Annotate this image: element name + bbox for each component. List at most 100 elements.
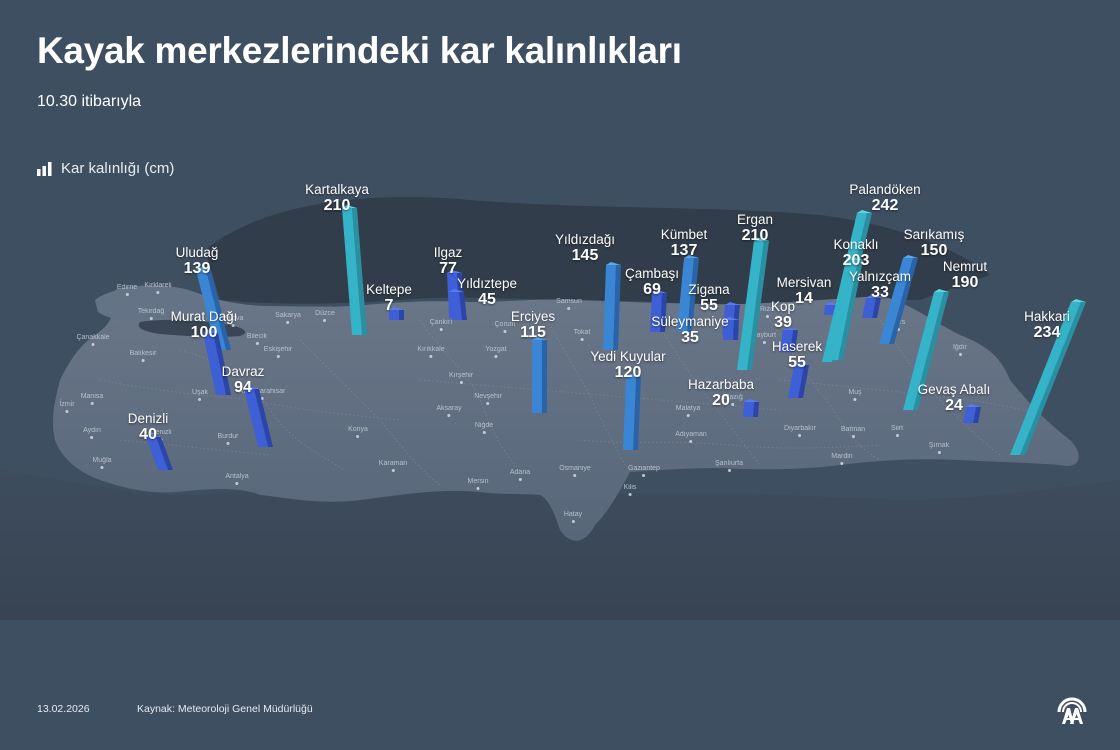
city-label: Kırıkkale <box>417 346 444 358</box>
bar-label: Hakkari 234 <box>1024 310 1070 341</box>
ski-center-name: Kümbet <box>660 227 708 242</box>
ski-center-name: Yıldızdağı <box>554 232 616 247</box>
snow-bar <box>146 434 173 470</box>
ski-center-name: Keltepe <box>366 282 412 297</box>
snow-bar <box>342 205 367 335</box>
city-label: Bilecik <box>247 333 267 345</box>
city-label: Uşak <box>192 389 208 401</box>
city-label: Rize <box>760 306 774 318</box>
snow-bar <box>677 255 699 332</box>
snow-bar <box>389 307 404 320</box>
snow-bar <box>603 262 621 350</box>
footer-date: 13.02.2026 <box>37 703 90 715</box>
city-label: Batman <box>841 426 865 438</box>
snow-depth-value: 39 <box>774 313 792 331</box>
bar-label: Kümbet 137 <box>661 228 708 259</box>
city-label: Adıyaman <box>675 431 707 443</box>
ski-center-name: Erciyes <box>510 309 556 324</box>
city-label: Aksaray <box>436 405 461 417</box>
snow-depth-value: 203 <box>842 251 870 269</box>
snow-bar <box>862 295 881 318</box>
city-label: Çorum <box>494 321 515 333</box>
city-label: Balıkesir <box>130 350 157 362</box>
ski-center-name: Gevaş Abalı <box>917 382 991 397</box>
city-label: Samsun <box>556 298 582 310</box>
footer-source: Kaynak: Meteoroloji Genel Müdürlüğü <box>137 703 313 715</box>
snow-depth-value: 190 <box>951 273 979 291</box>
snow-depth-value: 100 <box>190 323 218 341</box>
bar-chart-icon <box>37 161 53 176</box>
bar-label: Denizli 40 <box>128 412 169 443</box>
city-label: Tokat <box>574 329 591 341</box>
ski-center-name: Murat Dağı <box>170 309 238 324</box>
bar-label: Uludağ 139 <box>176 246 219 277</box>
snow-bar <box>203 330 231 395</box>
snow-bar <box>723 317 739 340</box>
bar-label: Yıldıztepe 45 <box>457 277 517 308</box>
ski-center-name: Uludağ <box>175 245 219 260</box>
snow-depth-value: 145 <box>571 246 599 264</box>
snow-depth-value: 210 <box>323 196 351 214</box>
bar-label: Murat Dağı 100 <box>171 310 238 341</box>
city-label: Yozgat <box>485 346 506 358</box>
bar-label: Hazarbaba 20 <box>688 378 754 409</box>
snow-depth-value: 120 <box>614 363 642 381</box>
city-label: Edirne <box>117 284 137 296</box>
city-label: Gaziantep <box>628 465 660 477</box>
ski-center-name: Ilgaz <box>433 245 463 260</box>
city-label: Muğla <box>92 457 111 469</box>
snow-bar <box>963 404 981 423</box>
snow-depth-value: 45 <box>478 290 496 308</box>
bar-label: Ergan 210 <box>737 213 773 244</box>
snow-bar <box>650 290 667 332</box>
city-label: Mardin <box>831 453 852 465</box>
ski-center-name: Palandöken <box>849 182 921 197</box>
snow-depth-value: 55 <box>700 296 718 314</box>
ski-center-name: Çambaşı <box>624 266 680 281</box>
snow-depth-value: 115 <box>520 323 546 341</box>
snow-depth-value: 14 <box>795 289 813 307</box>
snow-depth-value: 242 <box>871 196 899 214</box>
city-label: Nevşehir <box>474 393 502 405</box>
city-label: Sakarya <box>275 312 301 324</box>
ski-center-name: Kop <box>770 299 796 314</box>
snow-depth-value: 94 <box>234 378 252 396</box>
city-label: Kırşehir <box>449 372 473 384</box>
city-label: Şırnak <box>929 442 949 454</box>
city-label: Niğde <box>475 422 493 434</box>
city-label: Bayburt <box>752 332 776 344</box>
city-label: Yalova <box>223 315 244 327</box>
snow-depth-value: 69 <box>643 280 661 298</box>
ski-center-name: Yıldıztepe <box>456 276 518 291</box>
snow-depth-value: 139 <box>183 259 211 277</box>
snow-depth-value: 24 <box>945 396 963 414</box>
snow-bar <box>623 374 641 450</box>
city-label: Siirt <box>891 425 903 437</box>
bar-label: Yıldızdağı 145 <box>555 233 615 264</box>
ski-center-name: Konaklı <box>833 237 879 252</box>
city-label: Diyarbakır <box>784 425 816 437</box>
city-label: Hatay <box>564 511 582 523</box>
aa-logo-icon <box>1055 690 1089 731</box>
bar-label: Davraz 94 <box>222 365 265 396</box>
ski-center-name: Denizli <box>127 411 169 426</box>
mediterranean-sea <box>0 470 1120 620</box>
city-label: Aydın <box>83 427 101 439</box>
snow-depth-value: 33 <box>871 283 889 301</box>
city-label: Adana <box>510 469 530 481</box>
bar-label: Çambaşı 69 <box>625 267 679 298</box>
bar-label: Yalnızçam 33 <box>849 270 911 301</box>
ski-center-name: Mersivan <box>776 275 832 290</box>
city-label: Tekirdağ <box>138 308 164 320</box>
bar-label: Mersivan 14 <box>777 276 832 307</box>
ski-center-name: Kartalkaya <box>305 182 369 197</box>
bar-label: Kartalkaya 210 <box>305 183 369 214</box>
city-label: Kilis <box>624 484 637 496</box>
snow-bar <box>244 386 273 447</box>
snow-depth-value: 210 <box>741 226 769 244</box>
snow-depth-value: 20 <box>712 391 730 409</box>
bar-label: Ilgaz 77 <box>434 246 463 277</box>
snow-bar <box>196 267 231 350</box>
snow-bar <box>780 327 798 352</box>
bar-label: Yedi Kuyular 120 <box>590 350 665 381</box>
